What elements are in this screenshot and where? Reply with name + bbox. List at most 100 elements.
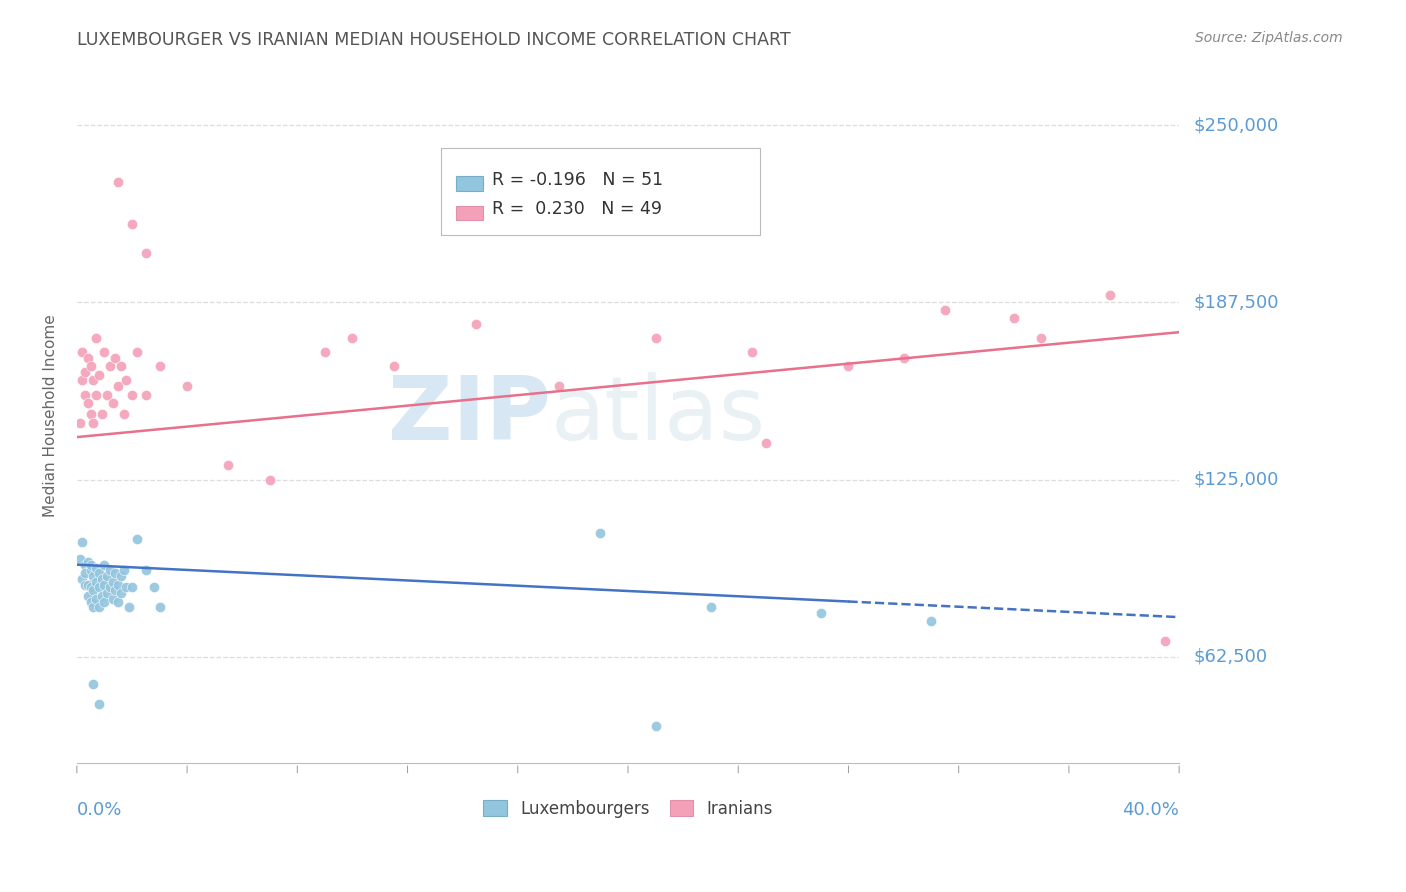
Point xyxy=(87,566,110,581)
Point xyxy=(741,345,763,359)
Point xyxy=(259,473,281,487)
Point xyxy=(79,563,101,577)
Point xyxy=(217,458,239,473)
Point xyxy=(82,373,104,387)
Point xyxy=(107,379,129,393)
Point xyxy=(143,580,166,594)
Point xyxy=(82,569,104,583)
Point xyxy=(121,387,143,401)
Point xyxy=(135,245,157,260)
Point xyxy=(84,331,107,345)
Point xyxy=(837,359,859,374)
Point xyxy=(82,583,104,598)
Point xyxy=(75,387,97,401)
Point xyxy=(920,615,942,629)
FancyBboxPatch shape xyxy=(440,148,761,235)
Point xyxy=(115,373,138,387)
Point xyxy=(98,563,121,577)
Point xyxy=(148,600,170,615)
Point xyxy=(104,566,127,581)
Point xyxy=(135,387,157,401)
Point xyxy=(82,416,104,430)
Point xyxy=(79,580,101,594)
Point xyxy=(148,359,170,374)
Text: $250,000: $250,000 xyxy=(1194,116,1278,134)
Point xyxy=(72,345,94,359)
Point xyxy=(699,600,721,615)
Point xyxy=(84,560,107,574)
Text: R = -0.196   N = 51: R = -0.196 N = 51 xyxy=(492,171,664,189)
Point xyxy=(135,563,157,577)
Point xyxy=(548,379,571,393)
Point xyxy=(75,365,97,379)
Point xyxy=(75,566,97,581)
Point xyxy=(72,535,94,549)
Point xyxy=(1031,331,1053,345)
Point xyxy=(107,577,129,591)
Point xyxy=(77,555,100,569)
Point xyxy=(107,175,129,189)
Point xyxy=(644,331,666,345)
Point xyxy=(79,558,101,572)
Point xyxy=(93,577,115,591)
Point xyxy=(90,408,112,422)
Text: $62,500: $62,500 xyxy=(1194,648,1267,665)
Point xyxy=(118,600,141,615)
Point xyxy=(93,558,115,572)
Text: Source: ZipAtlas.com: Source: ZipAtlas.com xyxy=(1195,31,1343,45)
Point xyxy=(112,563,135,577)
Text: $187,500: $187,500 xyxy=(1194,293,1278,311)
Point xyxy=(79,594,101,608)
Text: ZIP: ZIP xyxy=(388,372,551,459)
Point xyxy=(112,408,135,422)
Point xyxy=(465,317,488,331)
Point xyxy=(893,351,915,365)
Y-axis label: Median Household Income: Median Household Income xyxy=(44,315,58,517)
Point xyxy=(93,345,115,359)
Point xyxy=(382,359,405,374)
Point xyxy=(121,580,143,594)
Point xyxy=(104,351,127,365)
Point xyxy=(79,408,101,422)
Text: atlas: atlas xyxy=(551,372,766,459)
Point xyxy=(101,574,124,589)
Point xyxy=(1154,634,1177,648)
Text: 40.0%: 40.0% xyxy=(1122,801,1180,820)
Point xyxy=(127,345,149,359)
Point xyxy=(69,416,91,430)
Point xyxy=(90,589,112,603)
Point xyxy=(314,345,336,359)
Point xyxy=(110,586,132,600)
Text: LUXEMBOURGER VS IRANIAN MEDIAN HOUSEHOLD INCOME CORRELATION CHART: LUXEMBOURGER VS IRANIAN MEDIAN HOUSEHOLD… xyxy=(77,31,792,49)
Point xyxy=(98,359,121,374)
Point xyxy=(84,387,107,401)
Point xyxy=(96,387,118,401)
FancyBboxPatch shape xyxy=(456,206,482,220)
Text: R =  0.230   N = 49: R = 0.230 N = 49 xyxy=(492,201,662,219)
Point xyxy=(101,591,124,606)
FancyBboxPatch shape xyxy=(456,177,482,191)
Point xyxy=(87,697,110,711)
Point xyxy=(75,558,97,572)
Point xyxy=(110,569,132,583)
Point xyxy=(98,580,121,594)
Text: $125,000: $125,000 xyxy=(1194,471,1278,489)
Point xyxy=(77,589,100,603)
Point xyxy=(104,583,127,598)
Point xyxy=(69,552,91,566)
Point xyxy=(755,435,778,450)
Point xyxy=(75,577,97,591)
Point xyxy=(79,359,101,374)
Point xyxy=(77,396,100,410)
Point xyxy=(77,351,100,365)
Point xyxy=(589,526,612,541)
Text: 0.0%: 0.0% xyxy=(77,801,122,820)
Point xyxy=(93,594,115,608)
Point xyxy=(110,359,132,374)
Point xyxy=(84,591,107,606)
Point xyxy=(82,600,104,615)
Point xyxy=(87,600,110,615)
Point xyxy=(127,532,149,546)
Point xyxy=(644,719,666,733)
Point xyxy=(810,606,832,620)
